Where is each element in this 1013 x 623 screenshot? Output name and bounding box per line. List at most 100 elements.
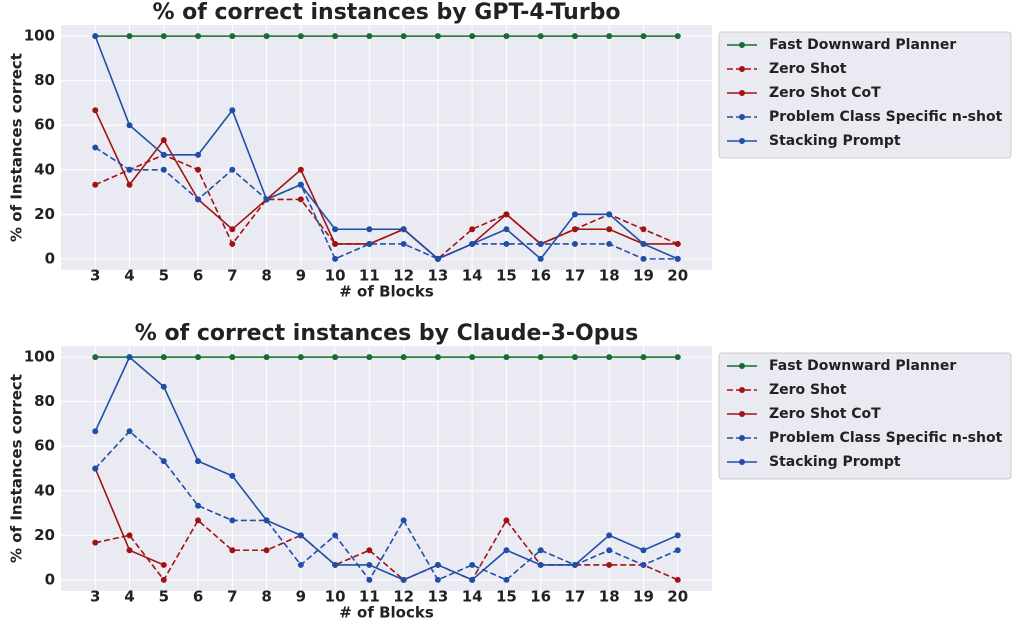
data-point xyxy=(92,107,99,114)
data-point xyxy=(674,255,681,262)
data-point xyxy=(674,240,681,247)
x-tick-label: 16 xyxy=(530,267,551,285)
data-point xyxy=(537,561,544,568)
x-axis-label: # of Blocks xyxy=(339,283,434,301)
x-tick-label: 17 xyxy=(565,588,586,606)
data-point xyxy=(160,137,167,144)
data-point xyxy=(400,240,407,247)
data-point xyxy=(503,33,510,40)
data-point xyxy=(606,33,613,40)
data-point xyxy=(297,561,304,568)
data-point xyxy=(640,561,647,568)
chart-title: % of correct instances by GPT-4-Turbo xyxy=(152,0,620,25)
data-point xyxy=(92,144,99,151)
x-tick-label: 14 xyxy=(462,588,483,606)
data-point xyxy=(195,196,202,203)
x-tick-label: 9 xyxy=(296,267,306,285)
data-point xyxy=(263,547,270,554)
data-point xyxy=(503,517,510,524)
legend-label: Zero Shot CoT xyxy=(769,406,881,422)
legend-marker xyxy=(739,459,745,465)
legend-label: Stacking Prompt xyxy=(769,133,901,149)
x-tick-label: 12 xyxy=(393,267,414,285)
legend-marker xyxy=(739,114,745,120)
x-tick-label: 18 xyxy=(599,588,620,606)
data-point xyxy=(674,354,681,361)
data-point xyxy=(537,255,544,262)
data-point xyxy=(640,240,647,247)
data-point xyxy=(126,547,133,554)
legend-label: Zero Shot CoT xyxy=(769,85,881,101)
data-point xyxy=(469,576,476,583)
x-tick-label: 13 xyxy=(427,267,448,285)
legend-marker xyxy=(739,363,745,369)
data-point xyxy=(606,226,613,233)
legend-label: Problem Class Specific n-shot xyxy=(769,109,1003,125)
data-point xyxy=(126,33,133,40)
data-point xyxy=(332,33,339,40)
y-tick-label: 20 xyxy=(34,526,55,544)
legend-marker xyxy=(739,411,745,417)
data-point xyxy=(297,196,304,203)
data-point xyxy=(606,532,613,539)
data-point xyxy=(537,547,544,554)
x-tick-label: 17 xyxy=(565,267,586,285)
data-point xyxy=(434,354,441,361)
data-point xyxy=(434,576,441,583)
data-point xyxy=(366,561,373,568)
data-point xyxy=(469,226,476,233)
legend-label: Stacking Prompt xyxy=(769,454,901,470)
x-tick-label: 15 xyxy=(496,267,517,285)
y-tick-label: 0 xyxy=(45,570,55,588)
data-point xyxy=(537,240,544,247)
x-tick-label: 15 xyxy=(496,588,517,606)
x-tick-label: 5 xyxy=(159,267,169,285)
data-point xyxy=(400,517,407,524)
data-point xyxy=(400,354,407,361)
legend-marker xyxy=(739,42,745,48)
x-tick-label: 5 xyxy=(159,588,169,606)
data-point xyxy=(640,255,647,262)
x-tick-label: 8 xyxy=(261,267,271,285)
data-point xyxy=(160,458,167,465)
data-point xyxy=(571,33,578,40)
x-tick-label: 11 xyxy=(359,588,380,606)
data-point xyxy=(229,517,236,524)
legend-box xyxy=(718,31,1012,159)
data-point xyxy=(195,354,202,361)
data-point xyxy=(126,428,133,435)
data-point xyxy=(92,33,99,40)
data-point xyxy=(92,354,99,361)
data-point xyxy=(263,354,270,361)
data-point xyxy=(640,226,647,233)
y-tick-label: 40 xyxy=(34,481,55,499)
data-point xyxy=(229,226,236,233)
data-point xyxy=(640,33,647,40)
x-tick-label: 18 xyxy=(599,267,620,285)
x-tick-label: 6 xyxy=(193,588,203,606)
data-point xyxy=(332,255,339,262)
x-tick-label: 4 xyxy=(124,588,134,606)
series-line xyxy=(95,518,679,582)
data-point xyxy=(195,517,202,524)
data-point xyxy=(126,532,133,539)
x-tick-label: 3 xyxy=(90,588,100,606)
data-point xyxy=(640,354,647,361)
data-point xyxy=(229,166,236,173)
data-point xyxy=(366,576,373,583)
data-point xyxy=(469,561,476,568)
legend-label: Fast Downward Planner xyxy=(769,37,956,53)
legend-marker xyxy=(739,66,745,72)
data-point xyxy=(469,33,476,40)
data-point xyxy=(160,166,167,173)
data-point xyxy=(160,33,167,40)
x-tick-label: 12 xyxy=(393,588,414,606)
y-tick-label: 60 xyxy=(34,116,55,134)
y-tick-label: 80 xyxy=(34,392,55,410)
data-point xyxy=(195,458,202,465)
y-tick-label: 100 xyxy=(24,348,55,366)
data-point xyxy=(160,561,167,568)
data-point xyxy=(503,211,510,218)
y-tick-label: 80 xyxy=(34,71,55,89)
data-point xyxy=(229,107,236,114)
